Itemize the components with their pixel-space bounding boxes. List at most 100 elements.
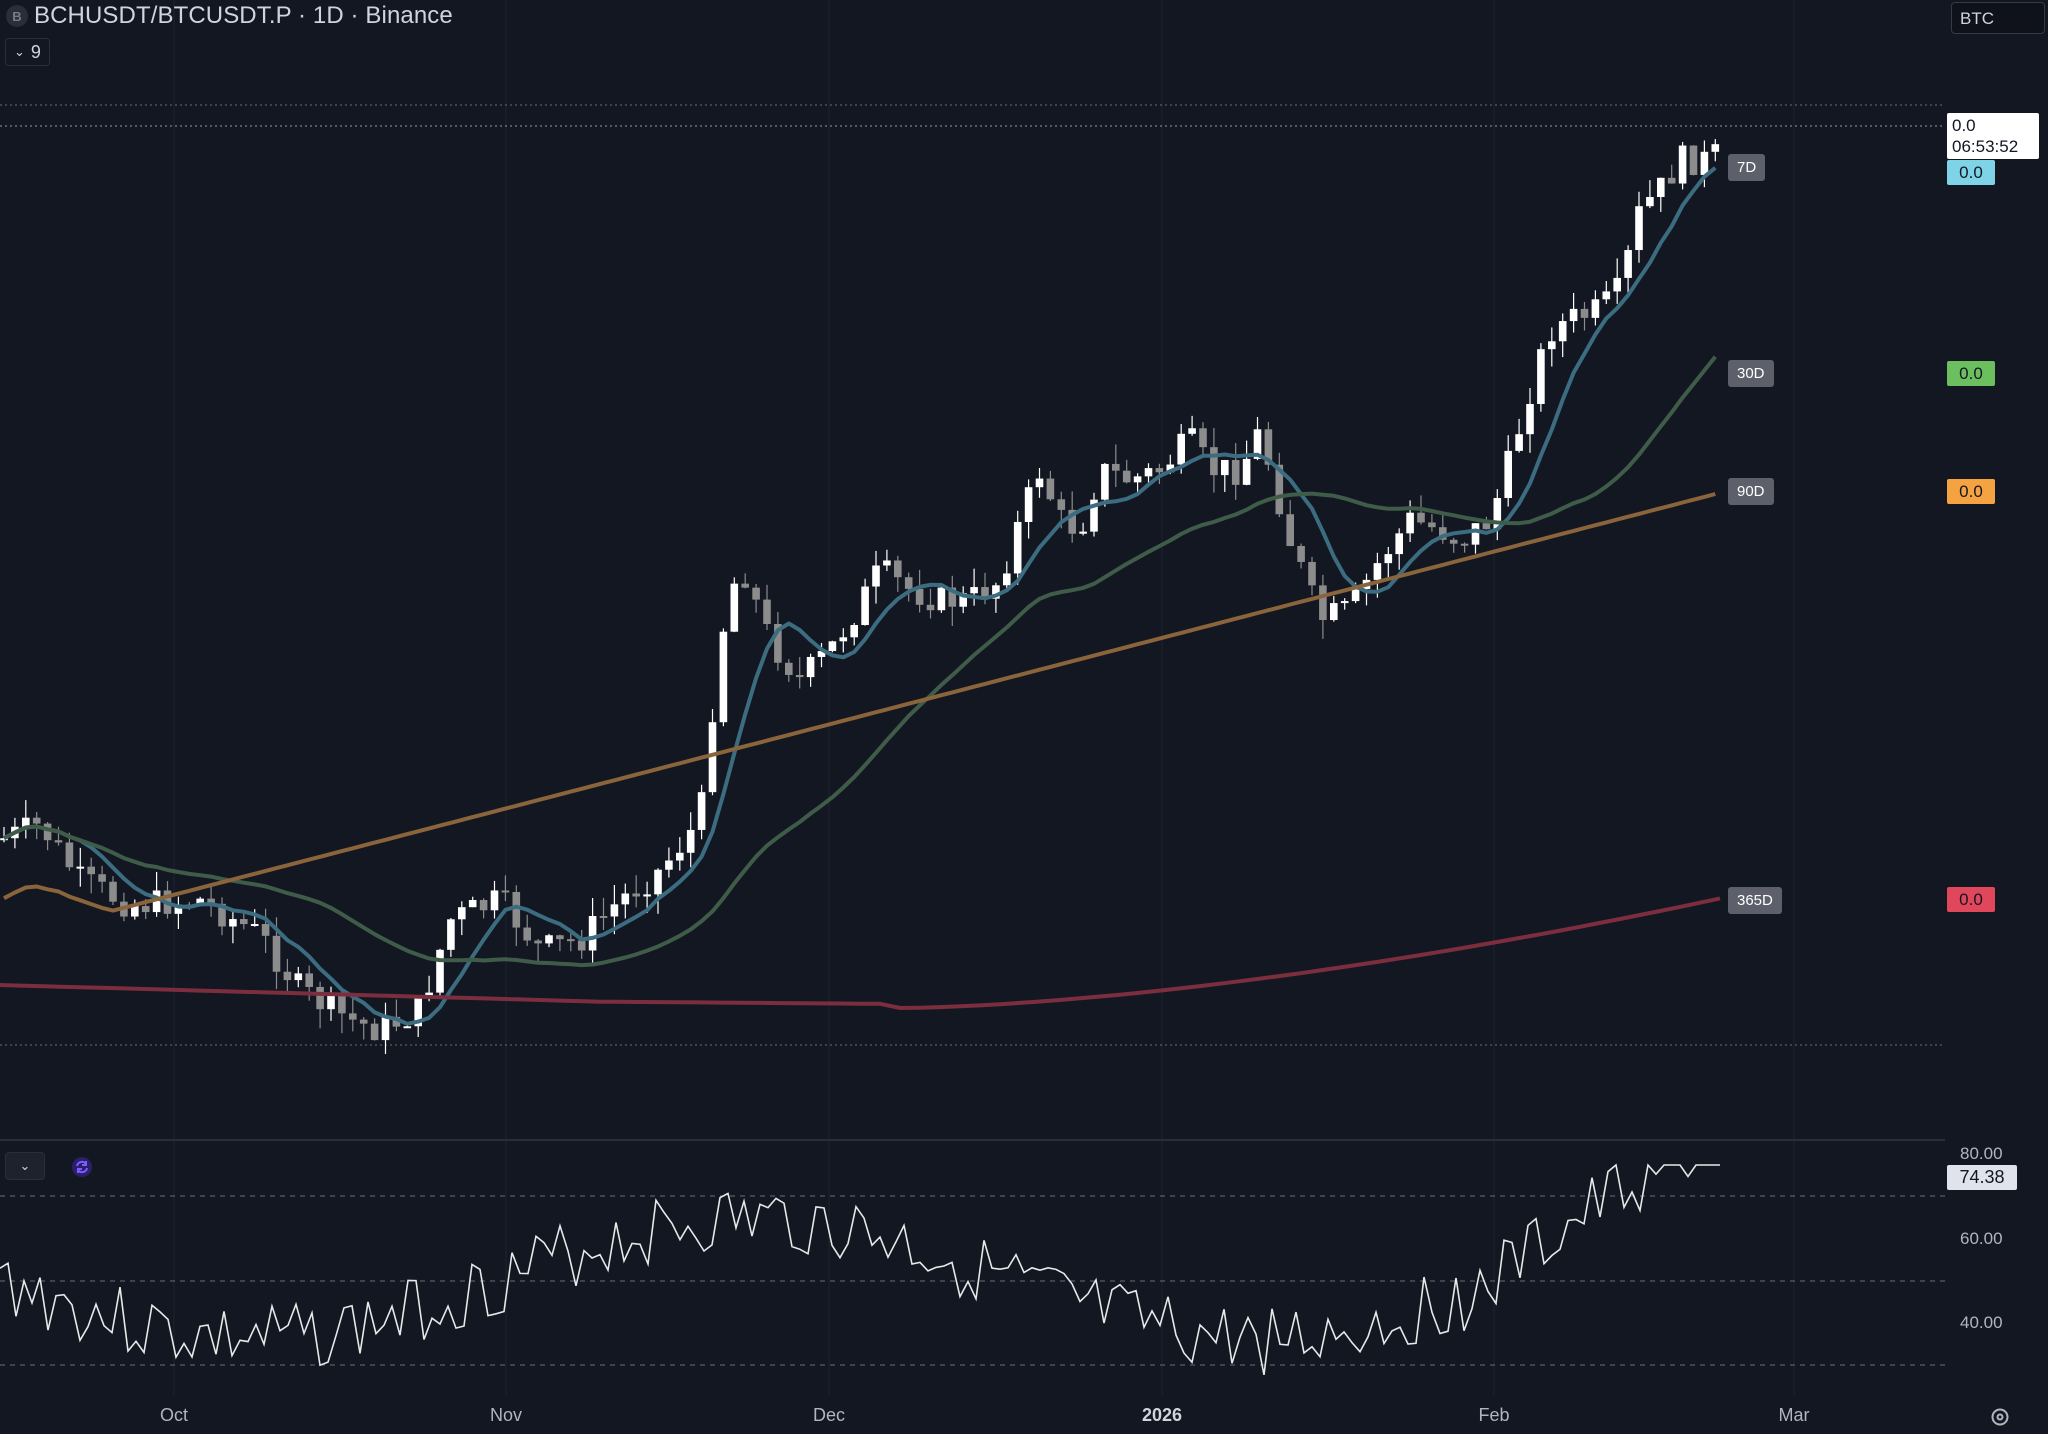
- ma7-line: [3, 166, 1717, 1026]
- time-label-mar: Mar: [1778, 1405, 1810, 1425]
- candle-body: [1133, 476, 1142, 483]
- candle-body: [1471, 523, 1480, 545]
- candle-body: [32, 817, 41, 824]
- time-label-feb: Feb: [1478, 1405, 1510, 1425]
- ma90-line: [3, 492, 1716, 913]
- candle-body: [1024, 487, 1033, 522]
- candle-body: [741, 583, 749, 588]
- candle-body: [501, 890, 510, 893]
- candle-body: [839, 637, 848, 642]
- candle-body: [828, 641, 837, 652]
- sync-icon[interactable]: [70, 1155, 94, 1179]
- ma30-price-label: 0.0: [1947, 361, 1995, 386]
- rsi-collapse-button[interactable]: ⌄: [5, 1152, 45, 1180]
- candle-body: [240, 919, 248, 925]
- time-label-dec: Dec: [812, 1405, 846, 1425]
- last-price-label: 0.0 06:53:52: [1947, 113, 2039, 159]
- candle-body: [894, 560, 902, 578]
- candle-body: [1013, 521, 1022, 574]
- candle-body: [676, 852, 684, 861]
- candle-body: [1166, 464, 1175, 473]
- candle-body: [981, 587, 989, 599]
- candle-body: [1439, 527, 1447, 540]
- candle-body: [283, 971, 292, 981]
- ma90-price-label: 0.0: [1947, 479, 1995, 504]
- candle-body: [1199, 428, 1207, 448]
- candle-body: [1613, 277, 1621, 292]
- ma7-price-label: 0.0: [1947, 160, 1995, 185]
- candle-body: [359, 1019, 368, 1024]
- time-label-2026: 2026: [1141, 1405, 1183, 1425]
- candle-body: [327, 993, 335, 1010]
- candle-body: [719, 631, 728, 723]
- candle-body: [1657, 177, 1665, 197]
- candle-body: [1395, 533, 1403, 555]
- candle-body: [523, 927, 531, 941]
- candle-body: [370, 1023, 379, 1041]
- candle-body: [98, 874, 106, 882]
- rsi-tick-40: 40.00: [1960, 1313, 2003, 1332]
- candle-body: [1340, 601, 1349, 604]
- candle-body: [970, 587, 978, 594]
- chevron-down-icon: ⌄: [14, 44, 25, 59]
- candle-body: [1101, 463, 1109, 500]
- candle-body: [850, 625, 858, 638]
- candle-body: [1122, 470, 1131, 483]
- candle-body: [261, 924, 270, 936]
- symbol-title[interactable]: BCHUSDT/BTCUSDT.P · 1D · Binance: [34, 2, 453, 29]
- candle-body: [1689, 145, 1698, 175]
- ma365-line: [0, 896, 1721, 1011]
- candle-body: [250, 924, 259, 927]
- candle-body: [414, 998, 422, 1027]
- candle-body: [1646, 196, 1654, 207]
- candle-body: [1112, 463, 1120, 471]
- candle-body: [1297, 545, 1305, 562]
- candle-body: [1515, 434, 1523, 451]
- candle-body: [697, 792, 706, 830]
- candle-body: [1569, 308, 1578, 322]
- candle-body: [1504, 450, 1512, 499]
- candle-body: [76, 866, 85, 869]
- candle-body: [1177, 433, 1185, 465]
- candle-body: [1591, 299, 1600, 318]
- candle-body: [1330, 603, 1338, 621]
- candle-body: [1635, 206, 1643, 251]
- candle-body: [436, 949, 444, 993]
- candle-body: [305, 973, 313, 987]
- candle-body: [915, 588, 924, 605]
- candle-body: [817, 651, 826, 657]
- rsi-current-value: 74.38: [1947, 1165, 2017, 1190]
- candle-body: [1384, 554, 1393, 564]
- candle-body: [1068, 509, 1076, 534]
- candle-body: [1667, 177, 1676, 184]
- candle-body: [1700, 151, 1709, 175]
- candle-body: [872, 565, 880, 587]
- candle-body: [686, 829, 695, 853]
- gear-icon[interactable]: [1988, 1405, 2012, 1429]
- candle-body: [1428, 522, 1436, 528]
- candle-body: [1460, 543, 1469, 546]
- candle-body: [763, 599, 771, 624]
- candle-body: [567, 939, 575, 942]
- candle-body: [512, 892, 521, 928]
- candle-body: [392, 1016, 401, 1027]
- candle-body: [1286, 514, 1294, 546]
- candle-body: [643, 894, 651, 897]
- candle-body: [207, 898, 215, 904]
- candle-body: [141, 906, 150, 913]
- candle-body: [479, 900, 488, 911]
- candle-body: [1373, 563, 1382, 580]
- candle-body: [22, 817, 30, 827]
- candle-body: [1624, 250, 1632, 278]
- chevron-down-icon: ⌄: [19, 1158, 31, 1173]
- candle-body: [272, 935, 281, 972]
- candle-body: [468, 900, 477, 908]
- candle-body: [1449, 539, 1458, 544]
- ma30-line: [3, 355, 1717, 968]
- candle-body: [1537, 349, 1545, 404]
- currency-button[interactable]: BTC: [1951, 2, 2045, 34]
- candle-body: [1678, 145, 1687, 184]
- candle-body: [316, 986, 324, 1010]
- indicators-toggle-button[interactable]: ⌄ 9: [5, 38, 50, 66]
